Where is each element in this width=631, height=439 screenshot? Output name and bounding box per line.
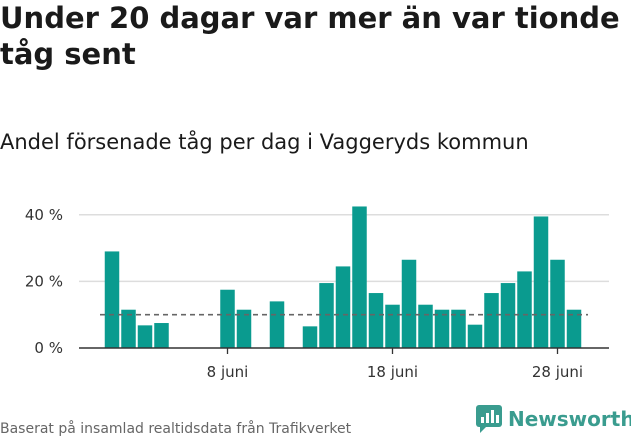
bar-juni-29 [566, 309, 582, 348]
x-tick-label: 8 juni [207, 363, 249, 381]
bar-juni-17 [368, 293, 384, 348]
bar-juni-4 [154, 323, 169, 348]
y-tick-label: 20 % [25, 272, 63, 290]
bar-juni-2 [121, 309, 136, 348]
bar-juni-21 [434, 309, 450, 348]
source-note: Baserat på insamlad realtidsdata från Tr… [0, 421, 352, 437]
bar-juni-27 [533, 216, 549, 348]
newsworthy-logo-icon [476, 405, 502, 433]
x-tick-label: 28 juni [532, 363, 583, 381]
bar-juni-25 [500, 283, 516, 348]
bar-chart: 0 % 20 % 40 % 8 juni 18 juni 28 juni [25, 206, 609, 381]
bar-juni-19 [401, 259, 417, 348]
bar-juni-23 [467, 324, 483, 348]
bar-juni-14 [319, 283, 334, 348]
x-tick-label: 18 juni [367, 363, 418, 381]
chart-title: Under 20 dagar var mer än var tionde tåg… [0, 1, 620, 71]
logo-text: Newsworthy [508, 407, 631, 431]
bar-juni-24 [484, 293, 499, 348]
bar-juni-15 [335, 266, 351, 348]
y-tick-label: 40 % [25, 206, 63, 224]
chart-subtitle: Andel försenade tåg per dag i Vaggeryds … [0, 130, 529, 154]
bar-juni-1 [104, 251, 120, 348]
bar-juni-13 [302, 326, 318, 348]
bar-juni-11 [269, 301, 285, 348]
bar-juni-8 [220, 289, 235, 348]
bar-juni-26 [517, 271, 532, 348]
bar-juni-22 [451, 309, 466, 348]
bar-juni-18 [385, 304, 400, 348]
bar-juni-20 [418, 304, 433, 348]
bar-juni-9 [236, 309, 252, 348]
y-tick-label: 0 % [34, 339, 63, 357]
axis-layer: 0 % 20 % 40 % 8 juni 18 juni 28 juni [25, 206, 609, 381]
newsworthy-logo: Newsworthy [476, 405, 631, 433]
bar-juni-28 [550, 259, 565, 348]
bars-layer [104, 206, 582, 348]
bar-juni-3 [137, 325, 153, 348]
bar-juni-16 [352, 206, 367, 348]
